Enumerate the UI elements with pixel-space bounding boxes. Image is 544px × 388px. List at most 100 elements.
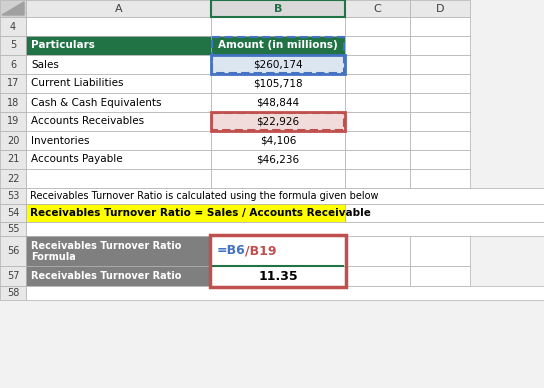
Bar	[26, 112, 211, 131]
Bar	[345, 36, 410, 55]
Bar	[0, 188, 26, 204]
Bar	[211, 112, 345, 131]
Text: Particulars: Particulars	[31, 40, 95, 50]
Bar	[345, 17, 410, 36]
Bar	[410, 112, 470, 131]
Bar	[0, 112, 26, 131]
Bar	[410, 0, 470, 17]
Bar	[410, 236, 470, 266]
Text: 17: 17	[7, 78, 19, 88]
Bar	[0, 36, 26, 55]
Text: C: C	[374, 3, 381, 14]
Text: $46,236: $46,236	[256, 154, 300, 165]
Text: 20: 20	[7, 135, 19, 146]
Text: 55: 55	[7, 224, 19, 234]
Text: Sales: Sales	[31, 59, 59, 69]
Bar	[210, 235, 346, 287]
Text: Inventories: Inventories	[31, 135, 90, 146]
Text: 21: 21	[7, 154, 19, 165]
Text: 11.35: 11.35	[258, 270, 298, 282]
Text: Current Liabilities: Current Liabilities	[31, 78, 123, 88]
Text: 19: 19	[7, 116, 19, 126]
Text: 5: 5	[10, 40, 16, 50]
Text: Amount (in millions): Amount (in millions)	[218, 40, 338, 50]
Bar	[211, 169, 345, 188]
Bar	[410, 131, 470, 150]
Text: $48,844: $48,844	[256, 97, 300, 107]
Bar	[345, 74, 410, 93]
Bar	[211, 74, 345, 93]
Bar	[0, 150, 26, 169]
Bar	[26, 17, 211, 36]
Bar	[26, 74, 211, 93]
Text: Receivables Turnover Ratio = Sales / Accounts Receivable: Receivables Turnover Ratio = Sales / Acc…	[30, 208, 371, 218]
Bar	[0, 204, 26, 222]
Bar	[0, 93, 26, 112]
Text: 6: 6	[10, 59, 16, 69]
Bar	[26, 150, 211, 169]
Bar	[26, 286, 544, 300]
Bar	[345, 236, 410, 266]
Bar	[345, 150, 410, 169]
Text: Formula: Formula	[31, 252, 76, 262]
Bar	[410, 93, 470, 112]
Text: 18: 18	[7, 97, 19, 107]
Bar	[26, 236, 211, 266]
Bar	[26, 55, 211, 74]
Bar	[410, 17, 470, 36]
Text: Accounts Receivables: Accounts Receivables	[31, 116, 144, 126]
Bar	[345, 204, 544, 222]
Text: $4,106: $4,106	[260, 135, 296, 146]
Bar	[345, 131, 410, 150]
Bar	[26, 169, 211, 188]
Bar	[211, 55, 345, 74]
Bar	[26, 36, 211, 55]
Text: /B19: /B19	[245, 244, 276, 258]
Text: $22,926: $22,926	[256, 116, 300, 126]
Text: D: D	[436, 3, 444, 14]
Bar	[0, 266, 26, 286]
Bar	[0, 0, 26, 17]
Bar	[26, 188, 544, 204]
Bar	[410, 266, 470, 286]
Bar	[345, 0, 410, 17]
Text: =B6: =B6	[217, 244, 246, 258]
Bar	[26, 222, 544, 236]
Bar	[345, 266, 410, 286]
Text: $260,174: $260,174	[253, 59, 303, 69]
Bar	[0, 236, 26, 266]
Bar	[410, 36, 470, 55]
Bar	[211, 236, 345, 266]
Bar	[0, 74, 26, 93]
Bar	[211, 150, 345, 169]
Bar	[345, 169, 410, 188]
Bar	[26, 0, 211, 17]
Text: $105,718: $105,718	[253, 78, 303, 88]
Text: 58: 58	[7, 288, 19, 298]
Bar	[211, 0, 345, 17]
Bar	[410, 55, 470, 74]
Bar	[410, 150, 470, 169]
Bar	[410, 169, 470, 188]
Text: Receivables Turnover Ratio is calculated using the formula given below: Receivables Turnover Ratio is calculated…	[30, 191, 379, 201]
Bar	[212, 113, 344, 130]
Text: 4: 4	[10, 21, 16, 31]
Text: 54: 54	[7, 208, 19, 218]
Bar	[26, 93, 211, 112]
Bar	[345, 55, 410, 74]
Bar	[211, 266, 345, 286]
Bar	[211, 17, 345, 36]
Bar	[410, 74, 470, 93]
Bar	[0, 131, 26, 150]
Bar	[26, 131, 211, 150]
Bar	[211, 36, 345, 55]
Text: Receivables Turnover Ratio: Receivables Turnover Ratio	[31, 241, 181, 251]
Bar	[211, 112, 345, 131]
Bar	[26, 266, 211, 286]
Bar	[345, 112, 410, 131]
Bar	[0, 286, 26, 300]
Polygon shape	[2, 2, 24, 15]
Text: 57: 57	[7, 271, 19, 281]
Bar	[26, 204, 345, 222]
Bar	[211, 93, 345, 112]
